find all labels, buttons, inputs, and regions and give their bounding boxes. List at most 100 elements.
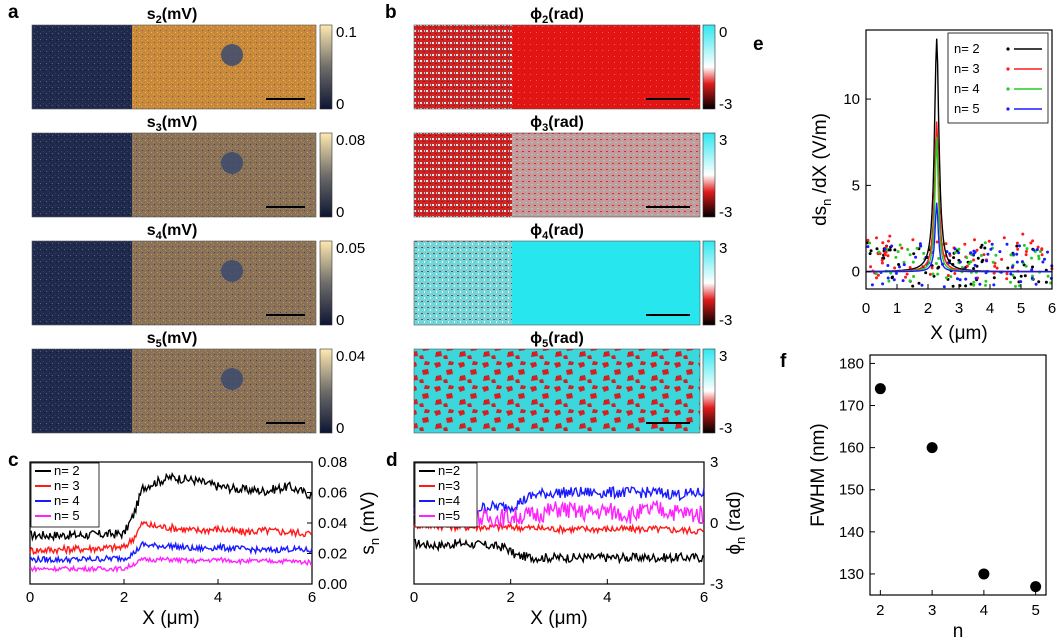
scatter-point — [897, 263, 901, 266]
scatter-point — [973, 238, 976, 242]
y-tick-label: 0 — [852, 264, 860, 281]
map-b-frame — [413, 24, 701, 110]
colorbar-max-label: 3 — [719, 348, 727, 365]
scatter-point — [892, 278, 896, 282]
y-tick-label: 130 — [839, 566, 864, 583]
x-tick-label: 4 — [986, 300, 994, 317]
scatter-point — [958, 260, 962, 264]
panel-label-b: b — [385, 2, 397, 23]
x-tick-label: 4 — [980, 602, 988, 619]
scatter-point — [1046, 274, 1050, 278]
colorbar-min-label: -3 — [719, 204, 732, 221]
scatter-point — [1043, 257, 1046, 261]
scatter-point — [989, 247, 993, 251]
scatter-point — [1035, 248, 1039, 252]
scatter-point — [976, 256, 980, 260]
scatter-point — [886, 264, 890, 267]
x-tick-label: 4 — [214, 589, 222, 606]
scatter-point — [930, 266, 934, 270]
scatter-point — [875, 236, 878, 240]
legend-marker — [1006, 87, 1010, 91]
scatter-point — [917, 281, 921, 285]
scatter-point — [1015, 241, 1019, 245]
scatter-point — [1023, 274, 1027, 278]
scatter-point — [1030, 268, 1034, 272]
legend-marker — [1006, 47, 1010, 51]
scatter-point — [956, 277, 959, 281]
map-b-right-region — [512, 133, 700, 217]
scatter-point — [911, 284, 915, 288]
colorbar-max-label: 0.1 — [336, 24, 357, 41]
colorbar-min-label: -3 — [719, 420, 732, 437]
scatter-point — [953, 251, 957, 254]
scatter-point — [1012, 252, 1015, 256]
scatter-point — [898, 265, 901, 269]
y-tick-label: 180 — [839, 355, 864, 372]
map-b-right-region — [512, 25, 700, 109]
scatter-point — [911, 260, 915, 264]
scatter-point — [972, 283, 976, 287]
colorbar-min-label: 0 — [336, 312, 344, 329]
map-b-right-region — [512, 241, 700, 325]
legend-label: n=2 — [438, 463, 460, 478]
scatter-point — [984, 279, 988, 283]
scatter-point — [964, 277, 968, 281]
scatter-point — [1022, 243, 1026, 247]
scatter-point — [1005, 277, 1009, 281]
scatter-point — [972, 280, 976, 284]
scatter-point — [975, 248, 979, 252]
scatter-point — [1019, 274, 1023, 278]
scatter-point — [906, 248, 910, 251]
scatter-point — [965, 256, 969, 260]
scatter-point — [890, 276, 894, 280]
scatter-point — [1041, 260, 1045, 264]
scatter-point — [880, 258, 884, 262]
scatter-point — [1020, 260, 1024, 264]
x-tick-label: 6 — [308, 589, 316, 606]
scatter-point — [893, 248, 897, 252]
y-axis-label: FWHM (nm) — [808, 423, 829, 526]
colorbar-phase — [702, 240, 716, 326]
x-tick-label: 0 — [410, 589, 418, 606]
scatter-point — [951, 284, 955, 288]
scatter-point — [1006, 266, 1010, 270]
scatter-point — [1021, 232, 1025, 236]
x-tick-label: 5 — [1017, 300, 1025, 317]
y-tick-label: -3 — [710, 576, 723, 593]
map-a-frame — [31, 24, 317, 110]
map-a-frame — [31, 132, 317, 218]
scatter-point — [894, 255, 898, 259]
panel-label-d: d — [386, 450, 398, 471]
legend-label: n=4 — [438, 493, 460, 508]
scatter-point — [874, 272, 878, 276]
y-tick-label: 0 — [710, 515, 718, 532]
scatter-point — [904, 275, 907, 279]
scatter-point — [964, 284, 968, 288]
scatter-point — [918, 242, 922, 246]
scatter-point — [982, 253, 986, 257]
scatter-point — [912, 252, 916, 256]
panel-label-f: f — [780, 351, 787, 372]
legend-label: n=3 — [438, 478, 460, 493]
scatter-point — [957, 247, 961, 251]
colorbar-max-label: 0 — [719, 24, 727, 41]
map-a-light-region — [132, 241, 316, 325]
scatter-point — [942, 285, 946, 289]
colorbar-amplitude — [319, 132, 333, 218]
legend-marker — [1006, 67, 1010, 71]
map-a-disk — [221, 368, 243, 390]
y-axis-label: ϕn (rad) — [724, 491, 748, 554]
scatter-point — [937, 257, 941, 260]
scatter-point — [957, 251, 961, 255]
scatter-point — [894, 271, 898, 275]
series-line-2 — [29, 471, 313, 542]
y-tick-label: 0.08 — [318, 454, 347, 471]
map-b-frame — [413, 240, 701, 326]
scatter-point — [875, 276, 878, 280]
y-tick-label: 0.06 — [318, 485, 347, 502]
colorbar-min-label: 0 — [336, 204, 344, 221]
scatter-point — [967, 262, 971, 266]
scatter-point — [931, 272, 935, 276]
scatter-point — [1015, 244, 1019, 248]
